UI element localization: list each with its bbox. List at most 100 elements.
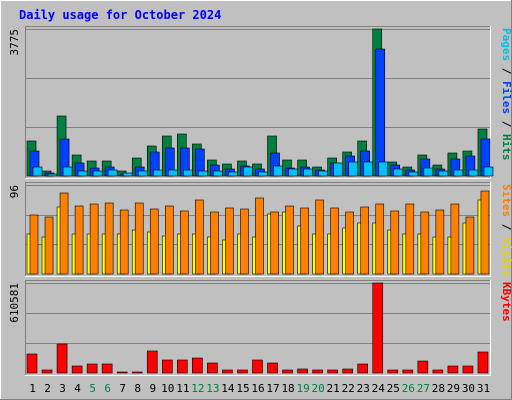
- x-tick-label: 8: [134, 382, 141, 395]
- bar-pages-day-19: [303, 168, 313, 177]
- bar-pages-day-11: [183, 169, 193, 177]
- bar-pages-day-31: [483, 166, 494, 177]
- bar-kbytes-day-12: [192, 357, 203, 374]
- visits-sites-y-max-label: 96: [8, 185, 21, 198]
- bar-pages-day-9: [152, 169, 163, 177]
- bar-pages-day-18: [288, 168, 298, 177]
- bar-pages-day-20: [318, 170, 328, 177]
- bar-sites-day-17: [270, 211, 279, 275]
- bar-sites-day-27: [420, 211, 430, 275]
- hits-files-pages-legend: Pages / Files / Hits: [500, 28, 512, 161]
- bar-sites-day-8: [134, 202, 144, 275]
- bar-kbytes-day-21: [327, 369, 338, 374]
- x-tick-label: 28: [432, 382, 445, 395]
- visits-sites-panel: 96 Sites / Visits: [8, 182, 512, 277]
- bar-kbytes-day-3: [56, 343, 68, 374]
- x-tick-label: 4: [74, 382, 81, 395]
- bar-pages-day-27: [423, 167, 434, 177]
- bar-kbytes-day-5: [86, 363, 98, 374]
- x-tick-label: 7: [119, 382, 126, 395]
- legend-hits: Hits: [500, 134, 512, 161]
- bar-kbytes-day-8: [131, 371, 143, 374]
- series-sites: [29, 190, 490, 275]
- kbytes-panel: 610581 KBytes: [8, 280, 512, 376]
- bar-sites-day-22: [345, 211, 354, 275]
- x-tick-label: 29: [447, 382, 460, 395]
- bar-sites-day-31: [480, 190, 490, 275]
- bar-pages-day-28: [438, 170, 449, 177]
- bar-pages-day-21: [333, 162, 343, 177]
- x-tick-label: 22: [342, 382, 355, 395]
- bar-pages-day-14: [228, 171, 238, 177]
- x-tick-label: 13: [206, 382, 219, 395]
- bar-pages-day-5: [92, 170, 103, 177]
- bar-pages-day-23: [363, 161, 374, 177]
- bar-pages-day-26: [408, 171, 419, 177]
- x-tick-label: 9: [149, 382, 156, 395]
- x-tick-label: 31: [477, 382, 490, 395]
- x-tick-label: 15: [236, 382, 249, 395]
- bar-sites-day-5: [89, 203, 99, 275]
- bar-pages-day-15: [243, 166, 253, 177]
- bar-kbytes-day-30: [462, 365, 474, 374]
- legend-files: Files: [500, 81, 512, 114]
- legend-kbytes: KBytes: [500, 282, 512, 322]
- chart-title: Daily usage for October 2024: [19, 8, 221, 22]
- legend-visits: Visits: [500, 237, 512, 277]
- bar-kbytes-day-15: [237, 369, 248, 374]
- series-pages: [32, 161, 494, 177]
- kbytes-y-max-label: 610581: [8, 283, 21, 323]
- x-tick-label: 3: [59, 382, 66, 395]
- bar-kbytes-day-27: [417, 360, 429, 374]
- bar-sites-day-29: [450, 203, 460, 275]
- bar-kbytes-day-23: [357, 363, 369, 374]
- bar-pages-day-1: [32, 166, 43, 177]
- series-kbytes: [26, 282, 489, 374]
- bar-kbytes-day-26: [402, 369, 414, 374]
- x-tick-label: 25: [387, 382, 400, 395]
- x-tick-label: 27: [417, 382, 430, 395]
- bar-sites-day-10: [164, 205, 174, 275]
- bar-sites-day-18: [285, 205, 294, 275]
- x-tick-label: 16: [251, 382, 264, 395]
- x-tick-label: 6: [104, 382, 111, 395]
- bar-kbytes-day-17: [267, 362, 278, 374]
- bar-sites-day-12: [195, 199, 204, 275]
- bar-pages-day-7: [122, 172, 133, 177]
- legend-separator: /: [500, 114, 512, 134]
- bar-sites-day-30: [465, 216, 475, 275]
- bar-kbytes-day-6: [101, 363, 113, 374]
- bar-kbytes-day-11: [177, 359, 188, 374]
- bar-pages-day-2: [47, 173, 58, 177]
- x-tick-label: 14: [221, 382, 235, 395]
- hits-files-pages-plot-area: [25, 26, 491, 179]
- bar-pages-day-6: [107, 169, 118, 177]
- bar-sites-day-16: [255, 197, 264, 275]
- bar-pages-day-29: [453, 169, 464, 177]
- bar-sites-day-19: [300, 207, 309, 275]
- bar-sites-day-2: [44, 216, 54, 275]
- bar-sites-day-4: [74, 205, 84, 275]
- bar-pages-day-30: [468, 169, 479, 177]
- bar-sites-day-15: [240, 208, 249, 275]
- bar-kbytes-day-28: [432, 369, 444, 374]
- bar-pages-day-10: [167, 169, 178, 177]
- bar-pages-day-4: [77, 170, 88, 177]
- x-tick-label: 1: [29, 382, 36, 395]
- x-tick-label: 24: [372, 382, 386, 395]
- kbytes-legend: KBytes: [500, 282, 512, 322]
- bar-kbytes-day-2: [41, 369, 53, 374]
- bar-sites-day-28: [435, 209, 445, 275]
- x-tick-label: 23: [357, 382, 370, 395]
- bar-pages-day-16: [258, 171, 268, 177]
- bar-files-day-24: [375, 48, 386, 177]
- x-tick-label: 19: [296, 382, 309, 395]
- bar-kbytes-day-9: [146, 350, 158, 374]
- bar-pages-day-8: [137, 170, 148, 177]
- hits-files-pages-y-max-label: 3775: [8, 29, 21, 56]
- x-tick-label: 11: [176, 382, 189, 395]
- x-axis-labels: 1 2 3 4 5 6 7 8 9 10 11 12 13 14 15 16 17 18 19 20 21 22 23 24 2…: [29, 382, 490, 395]
- bar-sites-day-11: [180, 210, 189, 275]
- bar-pages-day-12: [198, 170, 208, 177]
